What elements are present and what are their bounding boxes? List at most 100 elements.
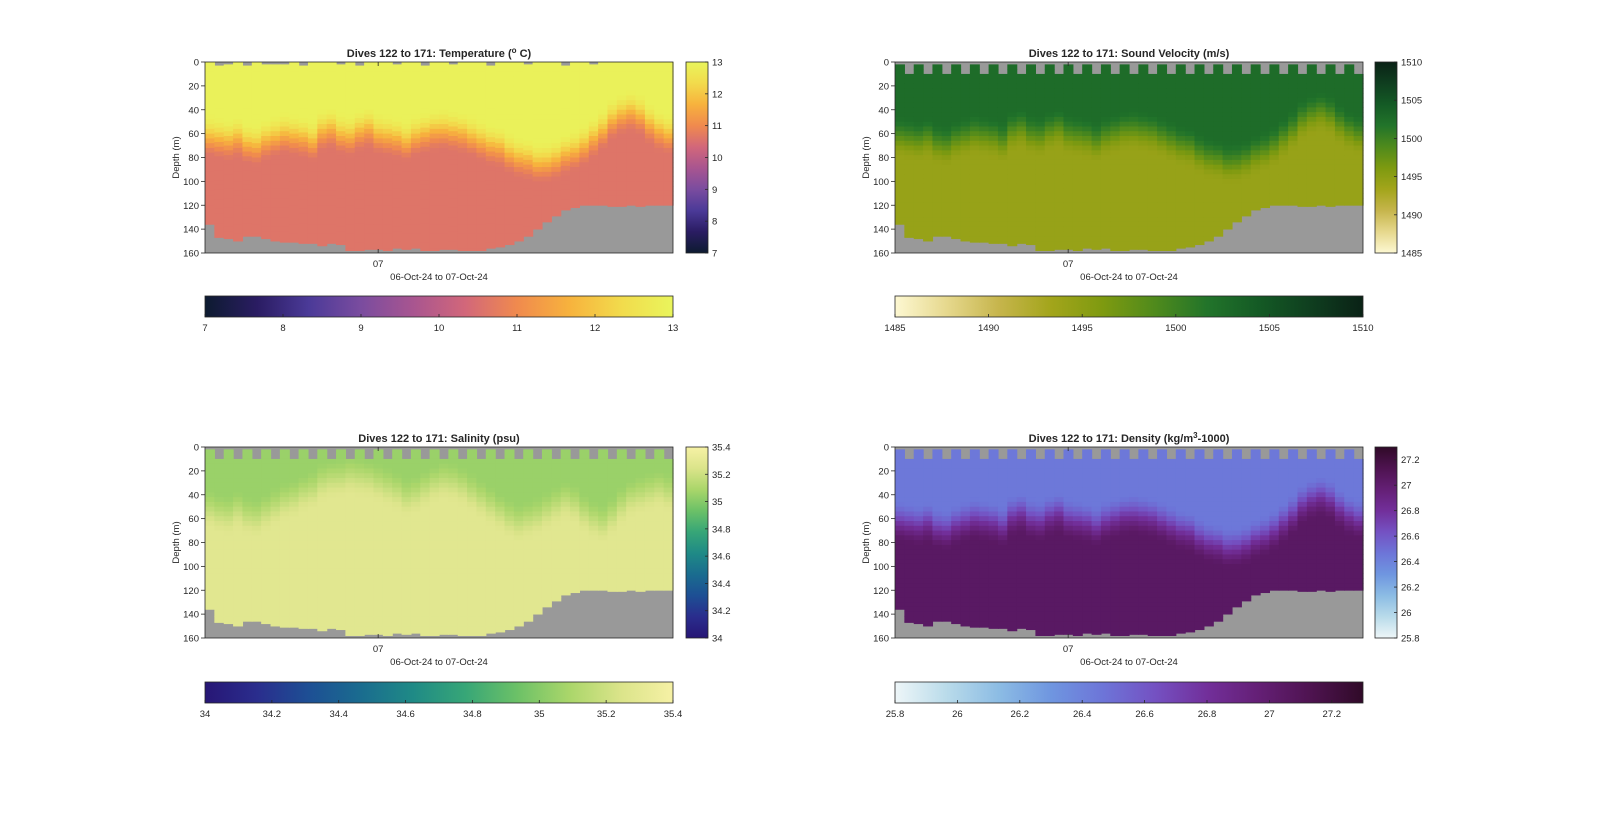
data-cell xyxy=(289,171,300,177)
data-cell xyxy=(663,128,674,135)
data-cell xyxy=(410,487,421,493)
y-tick-label: 60 xyxy=(878,129,889,140)
data-cell xyxy=(401,554,412,560)
data-cell xyxy=(1007,178,1018,185)
data-cell xyxy=(420,189,431,195)
data-cell xyxy=(495,525,506,531)
data-cell xyxy=(513,554,524,560)
data-cell xyxy=(1175,155,1186,161)
data-cell xyxy=(988,236,999,242)
data-cell xyxy=(1353,159,1364,166)
data-cell xyxy=(214,194,225,200)
data-cell xyxy=(214,223,225,229)
data-cell xyxy=(261,511,272,517)
data-cell xyxy=(392,563,403,570)
data-cell xyxy=(401,200,412,206)
data-cell xyxy=(214,478,225,484)
data-cell xyxy=(223,150,234,156)
data-cell xyxy=(223,193,234,199)
data-cell xyxy=(326,544,337,551)
data-cell xyxy=(513,162,524,168)
data-cell xyxy=(1194,198,1205,204)
data-cell xyxy=(979,112,990,118)
data-cell xyxy=(960,159,971,166)
data-cell xyxy=(279,478,290,484)
data-cell xyxy=(1203,221,1214,228)
data-cell xyxy=(373,85,384,92)
data-cell xyxy=(1175,193,1186,199)
data-cell xyxy=(1260,136,1270,142)
data-cell xyxy=(1119,64,1130,70)
data-cell xyxy=(223,131,234,137)
data-cell xyxy=(1138,207,1149,213)
data-cell xyxy=(279,626,290,628)
data-cell xyxy=(1185,241,1196,247)
data-cell xyxy=(979,226,990,232)
data-cell xyxy=(1213,159,1224,166)
data-cell xyxy=(429,597,440,603)
data-cell xyxy=(979,116,990,123)
data-cell xyxy=(932,174,943,180)
data-cell xyxy=(1222,97,1233,103)
data-cell xyxy=(457,109,468,115)
data-cell xyxy=(336,592,346,598)
data-cell xyxy=(420,237,431,243)
data-cell xyxy=(485,592,496,598)
data-cell xyxy=(1072,236,1083,242)
data-cell xyxy=(1007,174,1018,180)
data-cell xyxy=(382,205,393,211)
data-cell xyxy=(513,85,524,92)
data-cell xyxy=(476,592,487,598)
data-cell xyxy=(214,165,225,172)
data-cell xyxy=(941,159,952,166)
data-cell xyxy=(1082,221,1093,228)
data-cell xyxy=(1072,131,1083,137)
data-cell xyxy=(354,597,365,603)
data-cell xyxy=(382,171,393,177)
data-cell xyxy=(1119,202,1130,209)
data-cell xyxy=(616,90,627,96)
data-cell xyxy=(1353,202,1364,206)
data-cell xyxy=(1316,150,1327,156)
data-cell xyxy=(382,544,393,551)
data-cell xyxy=(1110,93,1121,99)
data-cell xyxy=(233,535,244,541)
data-cell xyxy=(261,597,272,603)
data-cell xyxy=(1044,88,1055,94)
data-cell xyxy=(551,167,562,173)
data-cell xyxy=(1166,97,1177,103)
data-cell xyxy=(420,559,431,565)
data-cell xyxy=(467,128,478,135)
data-cell xyxy=(485,199,496,205)
data-cell xyxy=(523,458,534,465)
data-cell xyxy=(223,535,234,541)
data-cell xyxy=(373,454,384,460)
data-cell xyxy=(439,530,449,536)
data-cell xyxy=(1072,245,1083,252)
data-cell xyxy=(223,511,234,517)
data-cell xyxy=(364,463,375,469)
data-cell xyxy=(1203,178,1214,185)
data-cell xyxy=(1175,107,1186,113)
data-cell xyxy=(523,174,534,180)
data-cell xyxy=(373,133,384,139)
data-cell xyxy=(1054,198,1065,204)
data-cell xyxy=(307,616,318,622)
y-tick-label: 100 xyxy=(873,177,889,188)
data-cell xyxy=(233,219,244,225)
data-cell xyxy=(570,76,580,82)
data-cell xyxy=(513,592,524,598)
data-cell xyxy=(1035,97,1046,103)
data-cell xyxy=(373,162,384,168)
data-cell xyxy=(401,506,412,512)
data-cell xyxy=(979,97,990,103)
data-cell xyxy=(485,213,496,219)
data-cell xyxy=(932,226,943,232)
data-cell xyxy=(1297,150,1308,156)
data-cell xyxy=(644,85,655,92)
data-cell xyxy=(410,521,421,527)
data-cell xyxy=(1026,73,1036,80)
data-cell xyxy=(223,102,234,108)
data-cell xyxy=(960,88,971,94)
